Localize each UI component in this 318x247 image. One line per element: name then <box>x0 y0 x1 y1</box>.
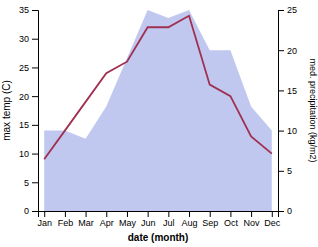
tick: Mar <box>78 211 94 228</box>
tick-mark <box>148 211 149 217</box>
tick: 25 <box>278 5 297 15</box>
chart: Jan Feb Mar Apr May Jun Jul Aug Sep Oct NovDec 0 5 10… <box>0 0 318 247</box>
tick-label: 10 <box>19 149 29 159</box>
tick-label: Feb <box>58 218 74 228</box>
tick-mark <box>278 131 284 132</box>
tick-mark <box>106 211 107 217</box>
axis-line <box>39 212 279 218</box>
x-axis-title: date (month) <box>128 232 189 243</box>
tick: 35 <box>19 5 38 15</box>
tick-label: 20 <box>287 46 297 56</box>
tick-label: 0 <box>24 206 29 216</box>
tick-label: 0 <box>287 206 292 216</box>
tick-label: Oct <box>224 218 239 228</box>
tick-mark <box>278 171 284 172</box>
tick: Jan <box>37 211 52 228</box>
tick-mark <box>127 211 128 217</box>
tick-mark <box>44 211 45 217</box>
tick-label: 35 <box>19 5 29 15</box>
axis-line <box>32 11 39 212</box>
tick-mark <box>65 211 66 217</box>
tick-mark <box>272 211 273 217</box>
tick-mark <box>230 211 231 217</box>
tick-mark <box>278 90 284 91</box>
area <box>44 10 272 211</box>
tick-label: May <box>119 218 137 228</box>
tick-mark <box>189 211 190 217</box>
tick-mark <box>251 211 252 217</box>
tick-label: Mar <box>78 218 94 228</box>
tick: Nov <box>244 211 261 228</box>
tick-label: 15 <box>19 120 29 130</box>
tick: Sep <box>202 211 218 228</box>
x-axis: Jan Feb Mar Apr May Jun Jul Aug Sep Oct NovDec <box>37 211 280 228</box>
tick-label: 15 <box>287 86 297 96</box>
tick: Oct <box>224 211 239 228</box>
tick-mark <box>168 211 169 217</box>
tick-mark <box>32 39 38 40</box>
tick-label: Apr <box>100 218 114 228</box>
tick-label: 10 <box>287 126 297 136</box>
tick: 0 <box>278 206 292 216</box>
tick-label: 20 <box>19 92 29 102</box>
tick-label: Jan <box>37 218 52 228</box>
y-axis-title: max temp (C) <box>1 80 12 141</box>
tick-label: Sep <box>202 218 218 228</box>
plot: Jan Feb Mar Apr May Jun Jul Aug Sep Oct NovDec 0 5 10… <box>19 5 297 228</box>
line <box>44 16 272 160</box>
tick-mark <box>32 96 38 97</box>
tick-mark <box>278 211 284 212</box>
tick-label: 30 <box>19 34 29 44</box>
tick: 20 <box>19 92 38 102</box>
tick: 15 <box>19 120 38 130</box>
tick: 25 <box>19 63 38 73</box>
tick-label: 5 <box>24 178 29 188</box>
tick-label: 25 <box>287 5 297 15</box>
tick-label: Nov <box>244 218 261 228</box>
tick: May <box>119 211 137 228</box>
y2-axis-title: med. precipitation (kg/m2) <box>308 58 318 162</box>
tick: Aug <box>182 211 198 228</box>
tick: Jul <box>163 211 175 228</box>
tick-label: Jun <box>141 218 156 228</box>
tick: Apr <box>100 211 114 228</box>
tick-mark <box>32 10 38 11</box>
tick-mark <box>32 67 38 68</box>
tick: 10 <box>19 149 38 159</box>
tick: 15 <box>278 86 297 96</box>
tick-label: Dec <box>264 218 281 228</box>
tick-mark <box>278 10 284 11</box>
axis-line <box>279 11 285 212</box>
tick-label: 5 <box>287 166 292 176</box>
tick: 10 <box>278 126 297 136</box>
tick-mark <box>210 211 211 217</box>
tick: Dec <box>264 211 281 228</box>
tick-mark <box>86 211 87 217</box>
tick-label: Jul <box>163 218 175 228</box>
tick-label: Aug <box>182 218 198 228</box>
y2-axis: 0 5 10 15 20 25 <box>278 5 297 216</box>
tick-mark <box>278 50 284 51</box>
tick-mark <box>32 154 38 155</box>
tick: 0 <box>24 206 38 216</box>
tick: 5 <box>24 178 38 188</box>
tick-mark <box>32 182 38 183</box>
tick: 5 <box>278 166 292 176</box>
tick: Feb <box>58 211 74 228</box>
tick: Jun <box>141 211 156 228</box>
marks <box>44 10 272 211</box>
tick: 30 <box>19 34 38 44</box>
y-axis: 0 5 10 15 20 25 30 35 <box>19 5 39 216</box>
tick-mark <box>32 125 38 126</box>
tick: 20 <box>278 46 297 56</box>
tick-label: 25 <box>19 63 29 73</box>
tick-mark <box>32 211 38 212</box>
